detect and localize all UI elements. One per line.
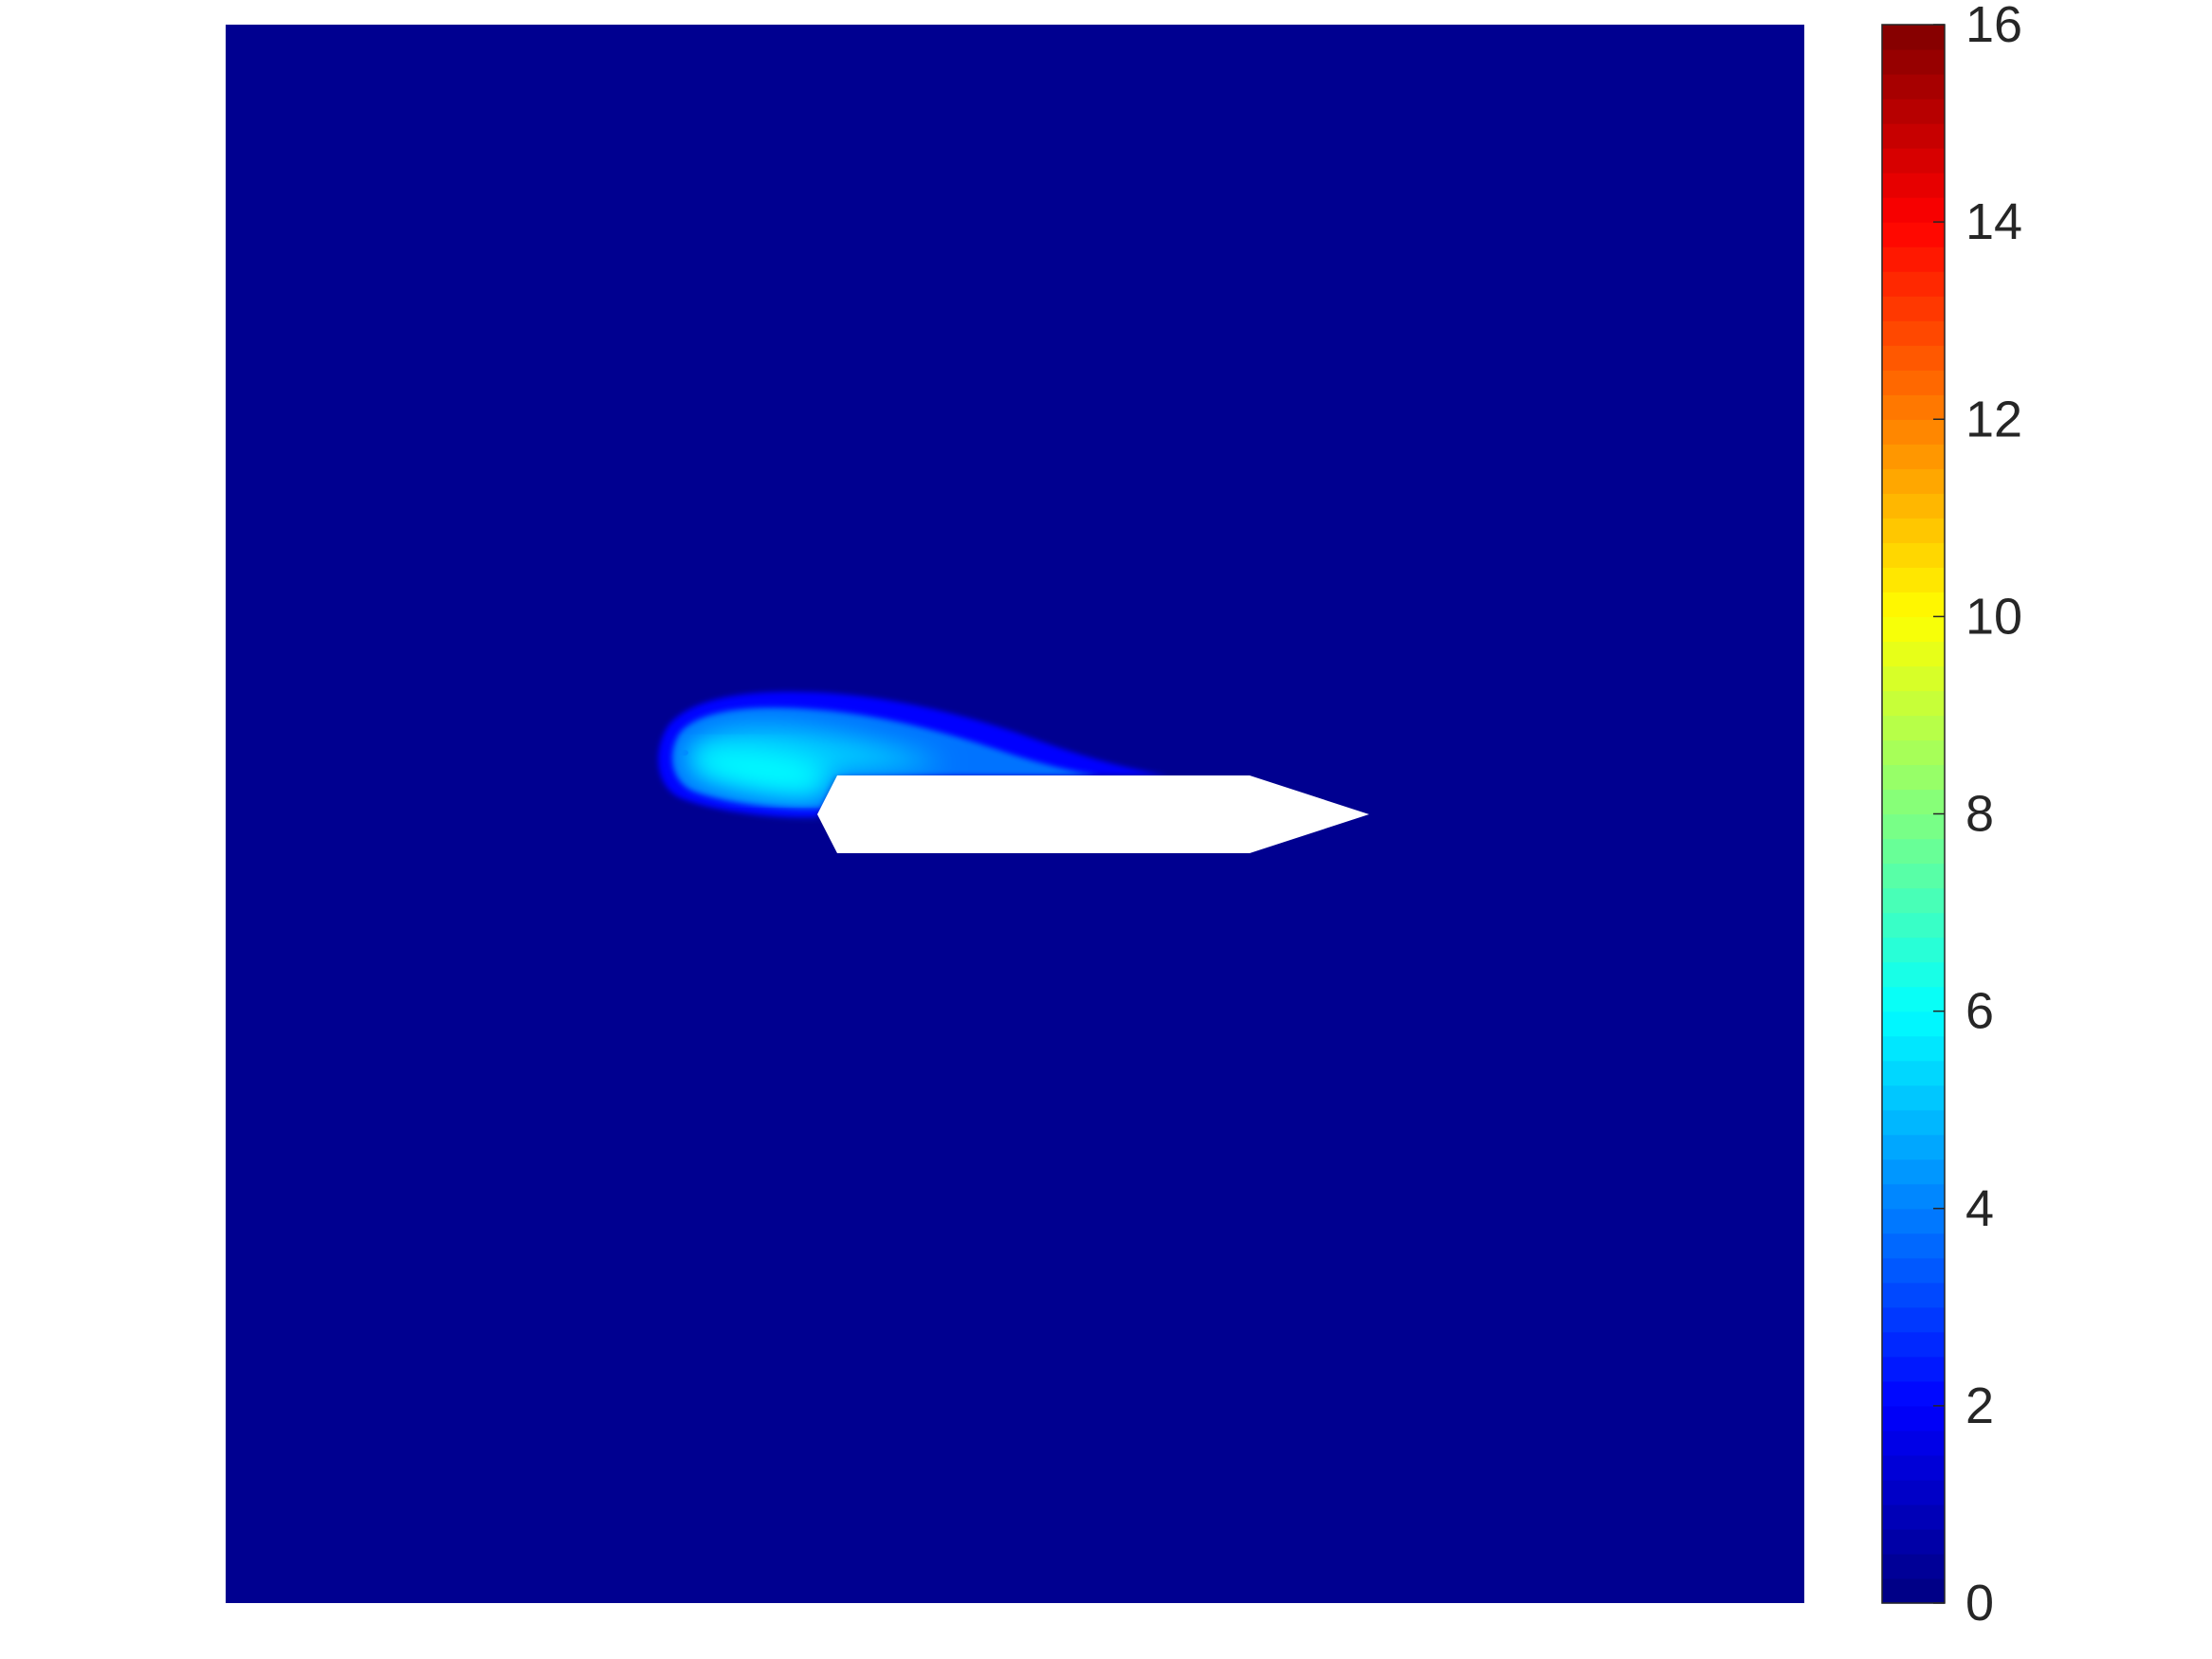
colorbar-band — [1882, 1356, 1945, 1382]
colorbar-band — [1882, 246, 1945, 272]
colorbar-band — [1882, 1282, 1945, 1308]
colorbar-band — [1882, 1479, 1945, 1505]
colorbar-band — [1882, 1060, 1945, 1086]
colorbar-band — [1882, 1183, 1945, 1210]
colorbar-band — [1882, 641, 1945, 667]
colorbar-band — [1882, 271, 1945, 297]
colorbar-tick-label: 12 — [1965, 391, 2022, 447]
colorbar-band — [1882, 715, 1945, 741]
colorbar: 0 2 4 6 8 10 12 14 16 — [1881, 0, 2022, 1632]
colorbar-band — [1882, 764, 1945, 791]
colorbar-band — [1882, 986, 1945, 1012]
colorbar-band — [1882, 542, 1945, 568]
colorbar-band — [1882, 173, 1945, 198]
colorbar-band — [1882, 1232, 1945, 1259]
colorbar-band — [1882, 320, 1945, 346]
colorbar-band — [1882, 567, 1945, 592]
colorbar-band — [1882, 468, 1945, 494]
colorbar-band — [1882, 99, 1945, 124]
colorbar-band — [1882, 789, 1945, 815]
colorbar-band — [1882, 74, 1945, 100]
colorbar-band — [1882, 690, 1945, 717]
colorbar-band — [1882, 49, 1945, 75]
plume-core — [692, 750, 823, 792]
colorbar-band — [1882, 419, 1945, 445]
colorbar-band — [1882, 887, 1945, 914]
colorbar-band — [1882, 444, 1945, 469]
colorbar-band — [1882, 1158, 1945, 1185]
colorbar-tick-label: 10 — [1965, 588, 2022, 645]
colorbar-tick-labels: 0 2 4 6 8 10 12 14 16 — [1965, 0, 2022, 1632]
colorbar-tick-label: 2 — [1965, 1377, 1994, 1434]
colorbar-band — [1882, 838, 1945, 865]
colorbar-tick-label: 16 — [1965, 0, 2022, 53]
colorbar-band — [1882, 394, 1945, 420]
colorbar-band — [1882, 25, 1945, 50]
colorbar-band — [1882, 1504, 1945, 1530]
colorbar-band — [1882, 1085, 1945, 1111]
colorbar-band — [1882, 1577, 1945, 1604]
colorbar-band — [1882, 1553, 1945, 1579]
colorbar-band — [1882, 1380, 1945, 1407]
colorbar-band — [1882, 813, 1945, 840]
colorbar-ticks — [1933, 24, 1945, 1604]
colorbar-band — [1882, 1208, 1945, 1234]
colorbar-band — [1882, 123, 1945, 149]
colorbar-band — [1882, 493, 1945, 519]
colorbar-band — [1882, 1331, 1945, 1358]
colorbar-band — [1882, 222, 1945, 247]
colorbar-band — [1882, 1454, 1945, 1481]
colorbar-band — [1882, 518, 1945, 543]
colorbar-band — [1882, 1109, 1945, 1136]
colorbar-tick-label: 6 — [1965, 983, 1994, 1040]
colorbar-band — [1882, 1011, 1945, 1037]
colorbar-band — [1882, 739, 1945, 766]
colorbar-band — [1882, 665, 1945, 692]
colorbar-band — [1882, 345, 1945, 371]
colorbar-tick-label: 4 — [1965, 1180, 1994, 1237]
colorbar-band — [1882, 592, 1945, 617]
colorbar-tick-label: 14 — [1965, 193, 2022, 250]
heatmap-plot-area — [226, 25, 1804, 1603]
colorbar-band — [1882, 1035, 1945, 1062]
colorbar-band — [1882, 1430, 1945, 1456]
colorbar-band — [1882, 912, 1945, 939]
plume-source-point — [681, 750, 688, 756]
colorbar-band — [1882, 1405, 1945, 1431]
colorbar-band — [1882, 1306, 1945, 1333]
colorbar-band — [1882, 197, 1945, 223]
colorbar-band — [1882, 1257, 1945, 1284]
colorbar-band — [1882, 961, 1945, 988]
colorbar-band — [1882, 370, 1945, 395]
colorbar-tick-label: 8 — [1965, 786, 1994, 843]
colorbar-tick-label: 0 — [1965, 1575, 1994, 1632]
concentration-plume — [658, 691, 1168, 818]
colorbar-band — [1882, 148, 1945, 173]
colorbar-band — [1882, 296, 1945, 321]
colorbar-band — [1882, 616, 1945, 642]
colorbar-color-bands — [1882, 25, 1945, 1604]
colorbar-band — [1882, 863, 1945, 889]
colorbar-band — [1882, 937, 1945, 963]
colorbar-band — [1882, 1528, 1945, 1555]
obstacle-shape — [817, 775, 1369, 853]
colorbar-band — [1882, 1134, 1945, 1160]
